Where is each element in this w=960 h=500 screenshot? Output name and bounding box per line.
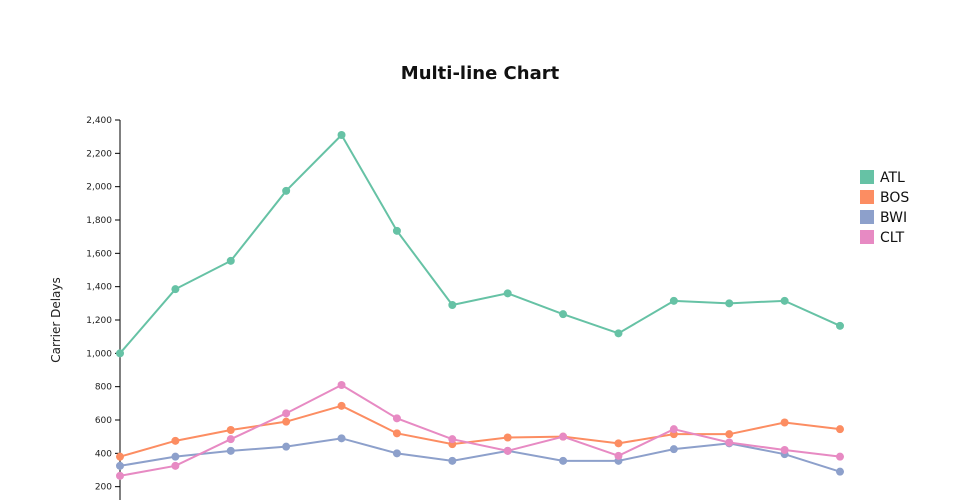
y-tick-label: 1,200 xyxy=(86,316,112,326)
data-point-clt xyxy=(559,432,568,441)
data-point-bos xyxy=(725,430,734,439)
legend-label-bos: BOS xyxy=(880,190,909,206)
data-point-atl xyxy=(836,321,844,330)
data-point-bwi xyxy=(392,449,401,458)
data-point-atl xyxy=(226,256,235,265)
series-line-atl xyxy=(119,133,841,354)
data-point-bos xyxy=(282,417,291,426)
data-point-clt xyxy=(171,461,180,470)
data-point-atl xyxy=(171,285,180,294)
data-point-bwi xyxy=(669,445,678,454)
chart-title: Multi-line Chart xyxy=(401,63,560,84)
data-point-bwi xyxy=(116,461,124,470)
data-point-clt xyxy=(836,452,844,461)
data-point-atl xyxy=(780,296,789,305)
data-point-bwi xyxy=(171,452,180,461)
data-point-clt xyxy=(614,451,623,460)
legend-label-clt: CLT xyxy=(880,230,905,246)
data-point-clt xyxy=(392,414,401,423)
series-layer xyxy=(116,131,844,480)
legend-label-atl: ATL xyxy=(880,170,905,186)
data-point-bos xyxy=(337,401,346,410)
data-point-clt xyxy=(282,409,291,418)
y-tick-label: 800 xyxy=(95,383,112,393)
data-point-clt xyxy=(669,425,678,434)
data-point-bos xyxy=(226,426,235,434)
data-point-atl xyxy=(669,296,678,305)
data-point-bos xyxy=(780,418,789,427)
data-point-bos xyxy=(614,439,623,448)
series-line-bwi xyxy=(119,437,841,473)
y-tick-label: 1,600 xyxy=(86,249,112,259)
data-point-bos xyxy=(171,436,180,445)
data-point-atl xyxy=(116,349,124,358)
data-point-clt xyxy=(226,435,235,444)
data-point-clt xyxy=(337,381,346,389)
data-point-clt xyxy=(503,446,512,455)
data-point-atl xyxy=(559,310,568,319)
y-tick-label: 1,400 xyxy=(86,283,112,293)
data-point-bos xyxy=(392,429,401,438)
data-point-clt xyxy=(725,438,734,447)
data-point-bos xyxy=(503,433,512,442)
y-tick-label: 1,000 xyxy=(86,349,112,359)
y-tick-label: 400 xyxy=(95,449,112,459)
legend-swatch-clt xyxy=(860,230,874,244)
series-clt xyxy=(116,381,844,480)
series-line-clt xyxy=(119,383,841,477)
legend: ATL BOS BWI CLT xyxy=(860,170,909,246)
data-point-bwi xyxy=(448,456,457,465)
legend-swatch-bwi xyxy=(860,210,874,224)
series-atl xyxy=(116,131,844,358)
y-tick-label: 200 xyxy=(95,483,112,493)
data-point-bwi xyxy=(559,456,568,465)
y-tick-label: 2,400 xyxy=(86,116,112,126)
data-point-clt xyxy=(116,471,124,480)
data-point-atl xyxy=(337,131,346,139)
data-point-atl xyxy=(503,289,512,298)
series-line-bos xyxy=(119,404,841,458)
data-point-bos xyxy=(836,425,844,434)
data-point-bwi xyxy=(226,446,235,455)
y-tick-label: 2,200 xyxy=(86,149,112,159)
y-axis: 200 400 600 800 1,000 1,200 1,400 1,600 1,800 2,0… xyxy=(86,116,121,500)
data-point-atl xyxy=(614,329,623,338)
y-tick-label: 2,000 xyxy=(86,183,112,193)
data-point-clt xyxy=(448,435,457,444)
data-point-bwi xyxy=(836,467,844,476)
y-tick-label: 600 xyxy=(95,416,112,426)
legend-swatch-bos xyxy=(860,190,874,204)
data-point-bos xyxy=(116,452,124,461)
data-point-atl xyxy=(392,226,401,235)
data-point-bwi xyxy=(282,442,291,451)
data-point-atl xyxy=(725,299,734,308)
legend-label-bwi: BWI xyxy=(880,210,907,226)
data-point-atl xyxy=(448,301,457,309)
y-tick-label: 1,800 xyxy=(86,216,112,226)
data-point-clt xyxy=(780,446,789,454)
y-axis-label: Carrier Delays xyxy=(49,277,63,363)
data-point-atl xyxy=(282,186,291,195)
data-point-bwi xyxy=(337,434,346,443)
legend-swatch-atl xyxy=(860,170,874,184)
